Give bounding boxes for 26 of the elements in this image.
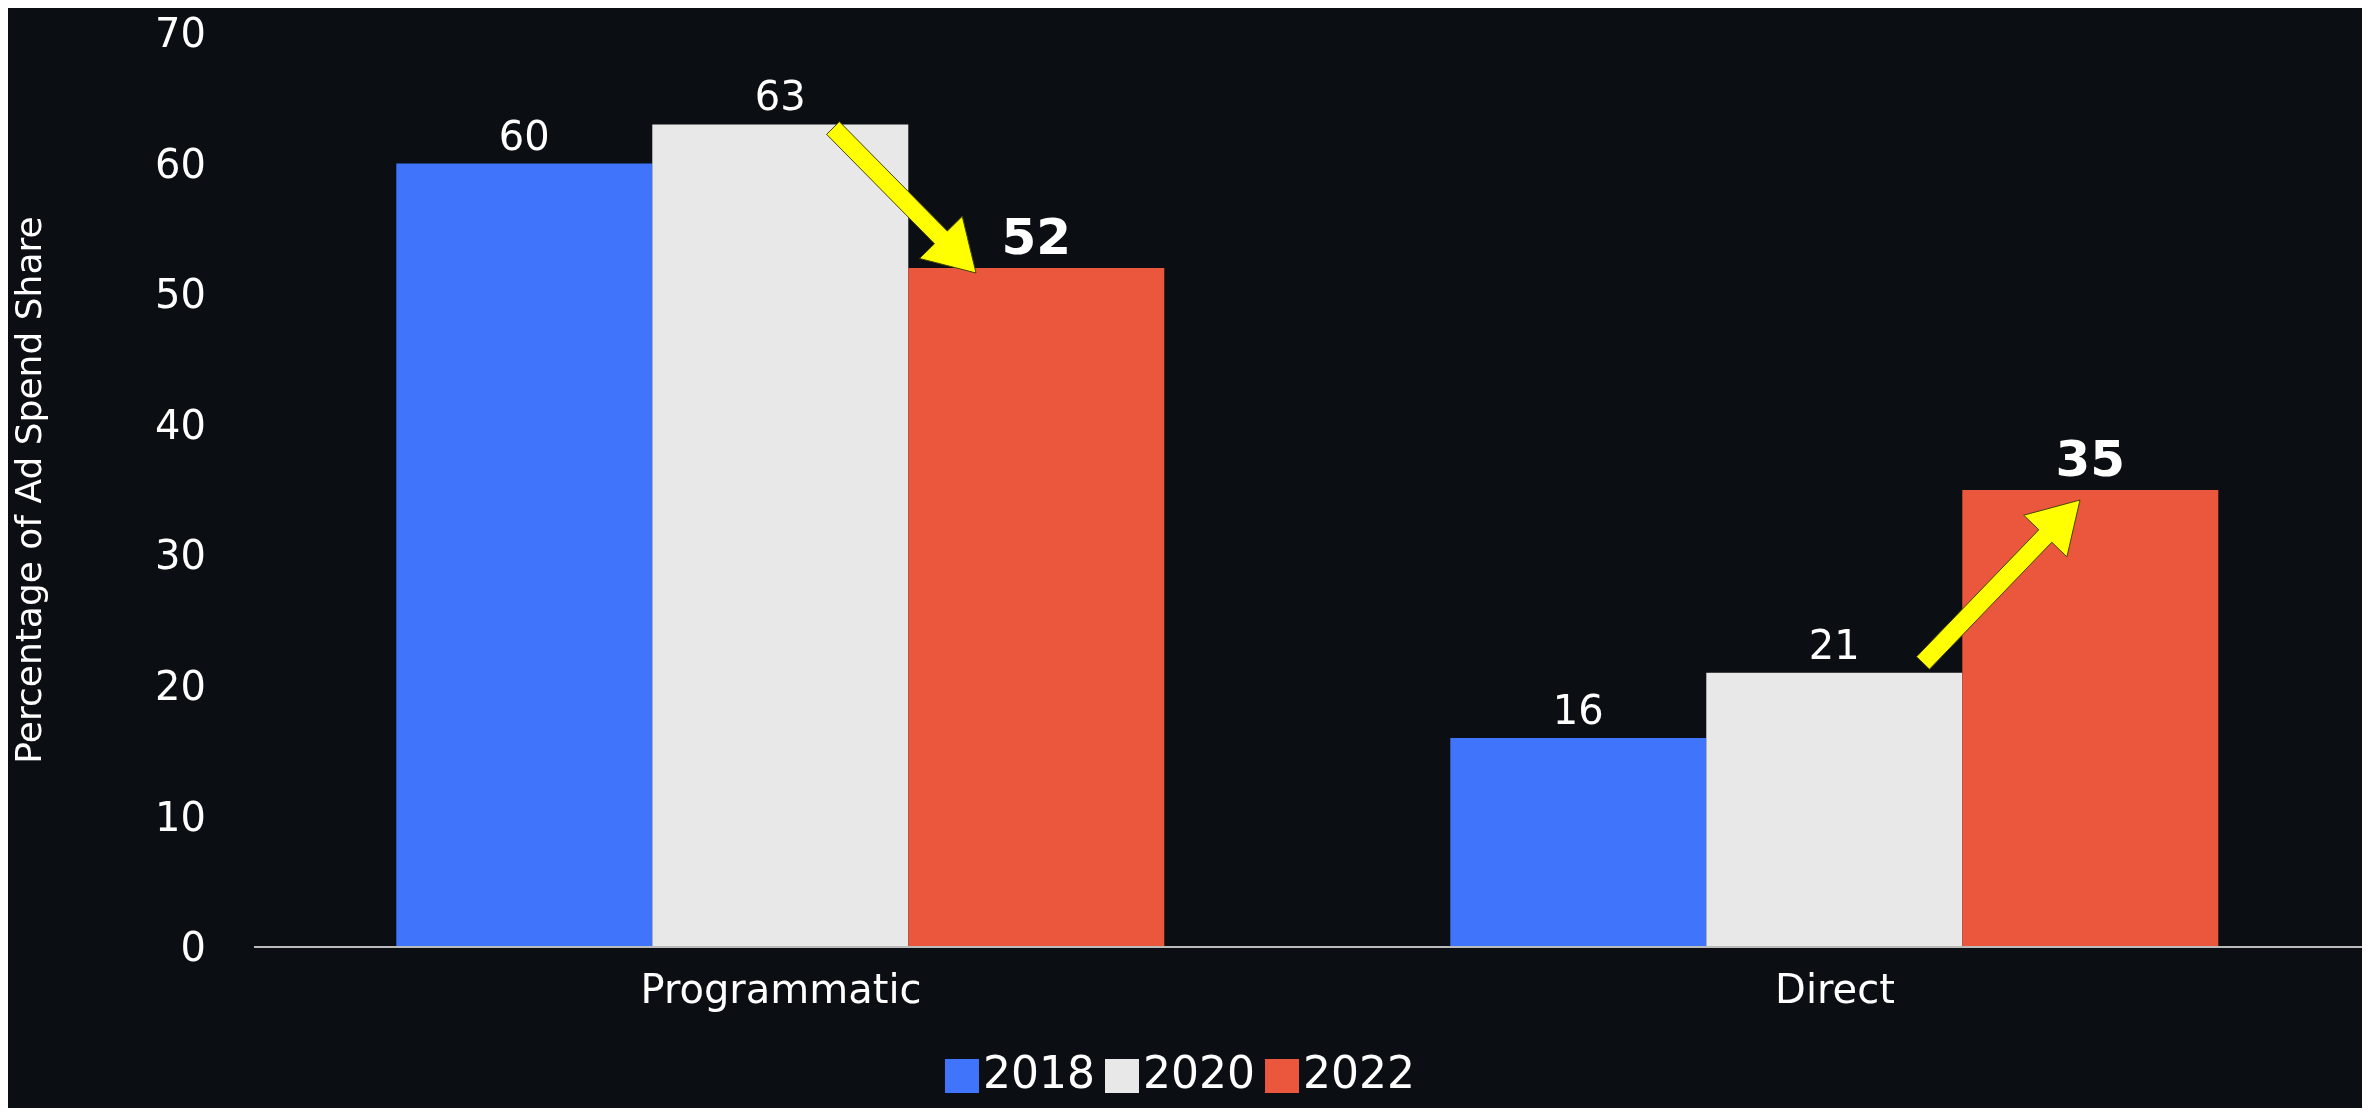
- data-label: 52: [1001, 208, 1072, 267]
- y-tick-label: 20: [155, 663, 206, 710]
- bar: [908, 268, 1165, 947]
- legend-label: 2020: [1143, 1047, 1255, 1098]
- y-tick-label: 70: [155, 10, 206, 57]
- y-tick-label: 60: [155, 140, 206, 187]
- legend-label: 2018: [983, 1047, 1095, 1098]
- bar: [1962, 490, 2219, 947]
- y-tick-label: 10: [155, 793, 206, 840]
- x-tick-label: Programmatic: [640, 966, 922, 1013]
- x-tick-label: Direct: [1775, 966, 1895, 1013]
- y-tick-label: 30: [155, 532, 206, 579]
- data-label: 63: [754, 73, 806, 120]
- data-label: 35: [2055, 430, 2126, 488]
- data-label: 60: [498, 112, 550, 159]
- bar: [1706, 672, 1963, 947]
- y-tick-label: 0: [180, 924, 206, 971]
- data-label: 16: [1552, 687, 1604, 734]
- y-tick-label: 40: [155, 401, 206, 448]
- y-axis-title: Percentage of Ad Spend Share: [7, 216, 49, 764]
- legend-label: 2022: [1302, 1047, 1415, 1098]
- y-tick-label: 50: [155, 271, 206, 318]
- bar: [396, 163, 653, 947]
- bar: [1450, 738, 1707, 947]
- bar: [652, 124, 909, 947]
- data-label: 21: [1808, 621, 1860, 668]
